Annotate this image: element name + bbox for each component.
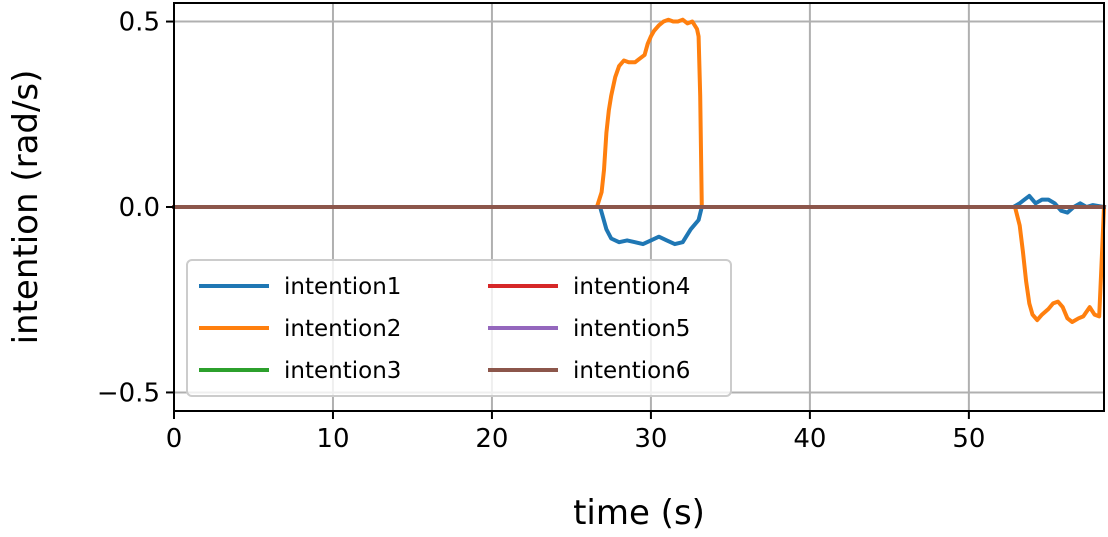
legend-label: intention1: [284, 274, 401, 300]
series-lines: [172, 17, 1107, 324]
legend: intention1 intention2 intention3 intention4…: [186, 259, 732, 397]
y-tick-label: −0.5: [97, 378, 160, 408]
y-axis-label: intention (rad/s): [6, 70, 46, 345]
series-line-intention2: [172, 17, 1107, 324]
legend-label: intention6: [573, 358, 690, 384]
legend-label: intention2: [284, 316, 401, 342]
legend-label: intention3: [284, 358, 401, 384]
series-line-intention1: [172, 193, 1107, 247]
x-tick-label: 10: [316, 424, 349, 454]
legend-label: intention5: [573, 316, 690, 342]
x-tick-label: 50: [952, 424, 985, 454]
x-tick-label: 30: [634, 424, 667, 454]
y-tick-label: 0.5: [119, 8, 160, 38]
x-tick-label: 40: [793, 424, 826, 454]
x-tick-label: 20: [475, 424, 508, 454]
x-tick-label: 0: [166, 424, 183, 454]
x-axis-label: time (s): [573, 493, 705, 533]
legend-label: intention4: [573, 274, 690, 300]
legend-box: [186, 259, 732, 397]
y-tick-label: 0.0: [119, 193, 160, 223]
axis-ticks: 0 10 20 30 40 50 −0.5 0.0 0.5: [97, 8, 986, 454]
